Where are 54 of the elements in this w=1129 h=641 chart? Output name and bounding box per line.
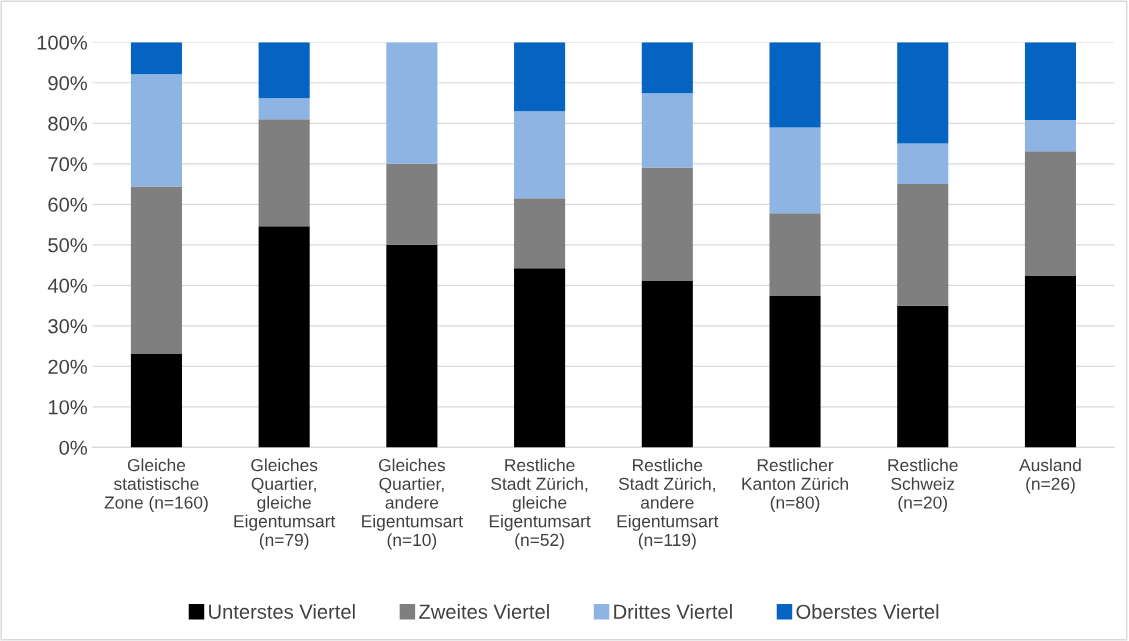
bar [641, 42, 693, 94]
x-tick-label: Restliche Stadt Zürich, andere Eigentumsart (n=119) [617, 458, 719, 550]
bar [514, 42, 566, 112]
x-tick-label: Gleiches Quartier, gleiche Eigentumsart (n=79) [234, 458, 336, 550]
bar [130, 42, 182, 75]
bar [769, 127, 821, 214]
legend-label: Drittes Viertel [614, 604, 732, 619]
bar [897, 143, 949, 185]
y-tick-label: 30% [48, 319, 87, 334]
y-tick-label: 0% [59, 440, 87, 455]
bar [1024, 276, 1077, 448]
bar [130, 186, 182, 354]
legend-label: Oberstes Viertel [796, 604, 939, 619]
bar [386, 42, 438, 164]
bar [1024, 42, 1077, 121]
bar [258, 42, 310, 99]
bar [897, 305, 949, 448]
y-tick-label: 20% [48, 359, 87, 374]
bar [769, 213, 821, 296]
y-tick-label: 80% [48, 116, 87, 131]
bar [258, 119, 310, 227]
bar [641, 280, 693, 448]
bar [1024, 120, 1077, 152]
x-tick-label: Restliche Schweiz (n=20) [888, 458, 958, 513]
bar [514, 111, 566, 199]
y-tick-label: 10% [48, 400, 87, 415]
bar [641, 167, 693, 281]
bar [1024, 151, 1077, 277]
y-tick-label: 50% [48, 238, 87, 253]
bar [386, 163, 438, 245]
legend-label: Unterstes Viertel [209, 604, 355, 619]
y-tick-label: 40% [47, 278, 87, 293]
bar [514, 268, 566, 448]
bar [769, 295, 821, 448]
bar [258, 226, 310, 448]
bar [386, 244, 438, 448]
x-tick-label: Gleiche statistische Zone (n=160) [104, 458, 208, 513]
bar [897, 184, 949, 306]
bar [258, 98, 310, 120]
bar [130, 74, 182, 187]
x-tick-label: Ausland (n=26) [1019, 458, 1081, 494]
x-tick-label: Restliche Stadt Zürich, gleiche Eigentumsart (n=52) [489, 458, 591, 550]
legend-label: Zweites Viertel [419, 604, 549, 619]
y-tick-label: 100% [37, 35, 87, 50]
bar [641, 93, 693, 168]
y-tick-label: 70% [48, 157, 87, 172]
bar [897, 42, 949, 144]
x-tick-label: Gleiches Quartier, andere Eigentumsart (n=10) [362, 458, 463, 550]
bar [514, 198, 566, 269]
bar [130, 353, 182, 448]
bar [769, 42, 821, 128]
y-tick-label: 90% [48, 76, 87, 91]
x-tick-label: Restlicher Kanton Zürich (n=80) [742, 458, 848, 513]
y-tick-label: 60% [48, 197, 87, 212]
